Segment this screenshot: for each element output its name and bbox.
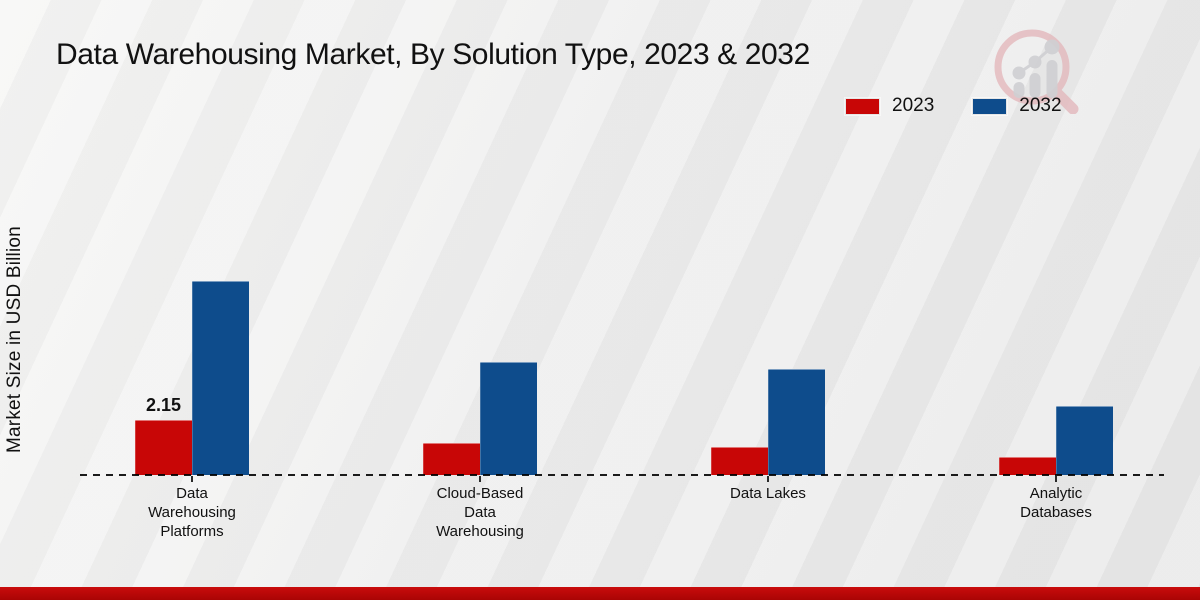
bar-2032-data-lakes[interactable] [768,369,825,475]
bar-value-label: 2.15 [145,395,182,415]
bar-2032-cloud-based-data-warehousing[interactable] [480,362,537,475]
category-label-cloud-based-data-warehousing: Cloud-Based Data Warehousing [436,485,524,540]
bar-2032-data-warehousing-platforms[interactable] [192,281,249,475]
legend-swatch-2032-icon [972,97,1008,115]
legend-item-2023[interactable]: 2023 [845,95,934,117]
bar-2032-analytic-databases[interactable] [1056,406,1113,475]
legend-item-2032[interactable]: 2032 [972,95,1062,117]
category-label-data-warehousing-platforms: Data Warehousing Platforms [148,485,236,540]
x-axis-baseline [80,474,1164,476]
legend-swatch-2023-icon [845,97,880,115]
footer-accent-bar [0,587,1200,600]
chart-title: Data Warehousing Market, By Solution Typ… [56,38,810,71]
x-axis-tick [767,476,769,482]
bar-2023-analytic-databases[interactable] [999,457,1056,475]
bar-2023-data-warehousing-platforms[interactable] [135,420,192,475]
x-axis-tick [479,476,481,482]
legend-label-2023: 2023 [892,95,935,116]
bar-2023-cloud-based-data-warehousing[interactable] [423,443,480,475]
x-axis-tick [1055,476,1057,482]
legend-label-2032: 2032 [1019,95,1062,116]
category-label-analytic-databases: Analytic Databases [1020,485,1092,521]
x-axis-tick [191,476,193,482]
category-label-data-lakes: Data Lakes [730,485,806,502]
bar-2023-data-lakes[interactable] [711,447,768,475]
legend: 2023 2032 [845,95,1062,117]
